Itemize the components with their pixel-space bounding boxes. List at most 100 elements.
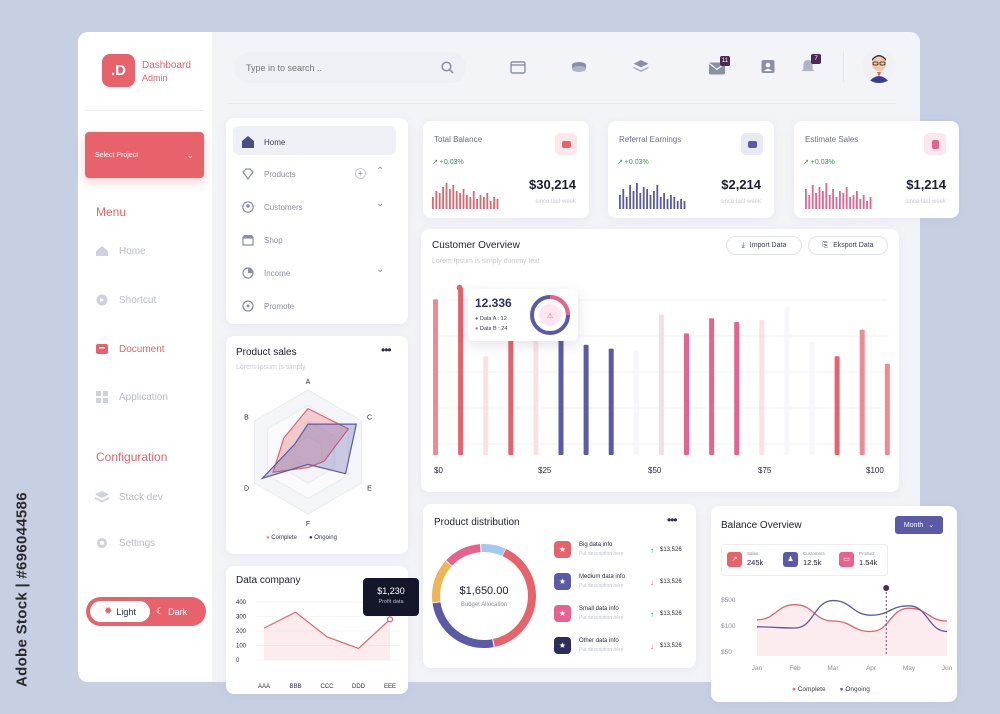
brand-logo[interactable]: .D (102, 54, 135, 87)
radar-axis-label: D (244, 486, 249, 493)
nav-item-shop[interactable]: Shop (242, 234, 283, 246)
mini-bar (479, 195, 482, 209)
import-data-label: Import Data (749, 242, 787, 249)
browser-window-icon[interactable] (510, 61, 526, 74)
theme-toggle[interactable]: ✹ Light ☾ Dark (86, 597, 206, 626)
donut-slice[interactable] (428, 540, 540, 652)
sidebar-item-label: Application (119, 391, 168, 403)
more-options-icon[interactable]: ••• (667, 513, 678, 527)
diamond-icon (242, 168, 254, 180)
nav-item-promote[interactable]: Promote (242, 300, 294, 312)
distribution-row[interactable]: ★ Other data info Put description here (554, 637, 623, 654)
search-bar[interactable] (234, 52, 466, 83)
sidebar-item-stack-dev[interactable]: Stack dev (95, 491, 163, 503)
overview-bar[interactable] (608, 348, 614, 455)
stat-value: $1,214 (906, 177, 946, 192)
month-filter-dropdown[interactable]: Month ⌄ (895, 516, 943, 534)
mini-bar (466, 195, 468, 209)
sidebar-item-home[interactable]: Home (95, 245, 146, 257)
x-tick-label: Jun (942, 665, 953, 672)
database-icon[interactable] (571, 61, 587, 74)
nav-item-home[interactable]: Home (242, 136, 285, 148)
sidebar-item-label: Document (119, 343, 165, 355)
overview-x-axis: $0 $25 $50 $75 $100 (421, 466, 899, 478)
chevron-down-icon[interactable]: ⌄ (376, 264, 385, 275)
overview-bar[interactable] (433, 299, 438, 455)
donut-slice[interactable] (428, 540, 540, 652)
distribution-row[interactable]: ★ Medium data info Put description here (554, 573, 625, 590)
nav-item-income[interactable]: Income (242, 267, 290, 279)
y-tick-label: 200 (236, 629, 247, 635)
distribution-row[interactable]: ★ Small data info Put description here (554, 605, 623, 622)
chevron-down-icon[interactable]: ⌄ (376, 198, 385, 209)
sidebar-item-application[interactable]: Application (95, 391, 168, 403)
x-tick-label: Jan (752, 665, 763, 672)
mini-bar (845, 187, 848, 209)
x-tick-label: CCC (321, 684, 335, 690)
configuration-title: Configuration (96, 450, 168, 464)
overview-bar[interactable] (859, 329, 865, 455)
overview-bar[interactable] (508, 337, 514, 455)
overview-bar[interactable] (483, 356, 489, 455)
search-icon[interactable] (441, 61, 454, 74)
sun-icon: ✹ (104, 606, 113, 617)
nav-item-customers[interactable]: Customers (242, 201, 303, 213)
products-add-icon[interactable]: + (355, 168, 366, 179)
overview-bar[interactable] (734, 322, 740, 455)
export-data-button[interactable]: ⎘ Eksport Data (808, 236, 888, 255)
sidebar-item-shortcut[interactable]: Shortcut (95, 294, 156, 306)
line-point-marker[interactable] (386, 616, 394, 623)
donut-slice[interactable] (428, 540, 540, 652)
tooltip-label: Profit data (378, 599, 404, 605)
sidebar-item-label: Stack dev (119, 491, 163, 503)
overview-bar[interactable] (558, 333, 564, 455)
user-avatar[interactable] (862, 49, 896, 83)
hover-point-marker[interactable] (883, 585, 890, 591)
radar-axis-label: B (244, 415, 249, 422)
select-project-dropdown[interactable]: Select Project ⌄ (85, 132, 204, 178)
nav-item-products[interactable]: Products (242, 168, 296, 180)
overview-bar[interactable] (633, 350, 639, 456)
mini-bar (629, 185, 631, 209)
select-project-label: Select Project (95, 151, 139, 159)
overview-bar[interactable] (809, 341, 815, 455)
search-input[interactable] (246, 62, 416, 73)
layers-icon[interactable] (633, 60, 649, 73)
y-tick-label: 0 (236, 658, 240, 664)
sidebar-item-settings[interactable]: Settings (95, 537, 155, 549)
overview-bar[interactable] (658, 314, 664, 455)
tooltip-value: $1,230 (377, 586, 405, 596)
overview-bar[interactable] (884, 363, 890, 455)
import-data-button[interactable]: ⤓ Import Data (726, 236, 802, 255)
sidebar-item-document[interactable]: Document (95, 343, 165, 355)
donut-center-value: $1,650.00 (459, 585, 509, 597)
overview-bar[interactable] (834, 356, 840, 455)
contact-card-icon[interactable] (760, 60, 776, 73)
chevron-up-icon[interactable]: ⌃ (376, 166, 385, 177)
overview-bar[interactable] (458, 287, 464, 455)
mini-bar (676, 201, 679, 209)
x-tick-label: Apr (866, 665, 877, 672)
overview-bar[interactable] (784, 306, 790, 455)
overview-bar[interactable] (684, 333, 689, 455)
svg-text:⚠: ⚠ (547, 312, 553, 320)
overview-bar[interactable] (709, 318, 715, 455)
overview-bar[interactable] (583, 344, 589, 455)
mini-bar (859, 199, 862, 209)
distribution-row[interactable]: ★ Big data info Put description here (554, 541, 623, 558)
overview-bar[interactable] (533, 341, 539, 455)
kpi-label: Sales (747, 551, 759, 556)
mini-bar (656, 185, 659, 209)
light-theme-option[interactable]: ✹ Light (90, 601, 150, 622)
tooltip-ring-chart: ⚠ (530, 295, 570, 335)
dark-theme-option[interactable]: ☾ Dark (156, 601, 200, 622)
nav-item-label: Shop (264, 235, 283, 245)
mini-bar (625, 197, 628, 209)
product-distribution-title: Product distribution (434, 517, 520, 528)
balance-line-complete (756, 604, 948, 633)
overview-bar[interactable] (759, 320, 765, 455)
home-icon (242, 136, 254, 148)
nav-home-active-bg[interactable] (233, 126, 396, 155)
more-options-icon[interactable]: ••• (381, 343, 392, 357)
mini-bar (856, 191, 858, 209)
